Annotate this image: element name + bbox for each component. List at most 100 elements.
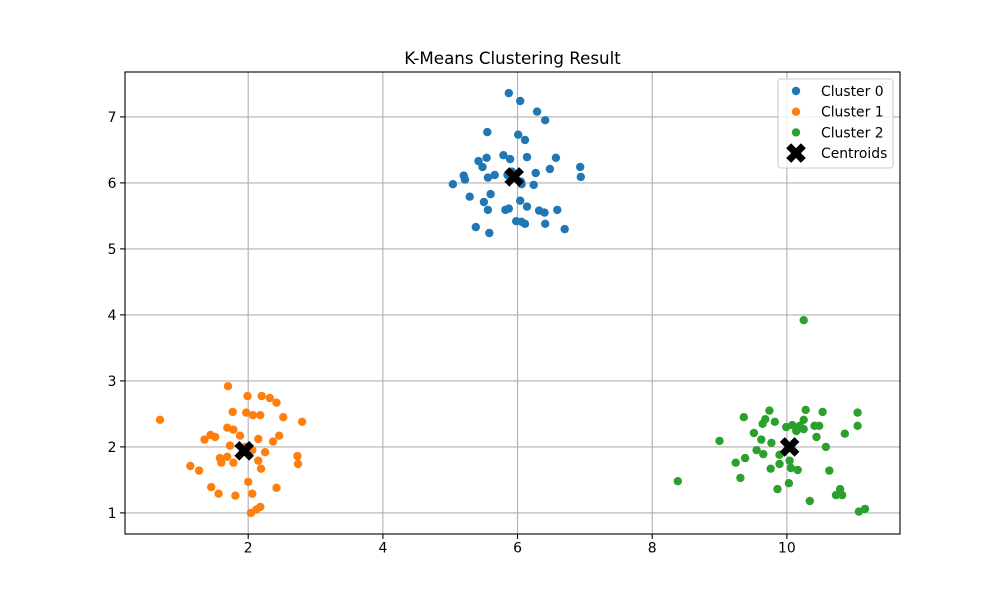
point-cluster-0 bbox=[499, 151, 508, 160]
point-cluster-2 bbox=[715, 436, 724, 446]
point-cluster-2 bbox=[799, 316, 808, 325]
legend-label: Cluster 0 bbox=[821, 84, 884, 100]
legend-box bbox=[777, 78, 894, 169]
point-cluster-0 bbox=[553, 205, 562, 215]
point-cluster-1 bbox=[268, 437, 278, 446]
point-cluster-2 bbox=[853, 408, 862, 417]
point-cluster-2 bbox=[766, 464, 775, 473]
point-cluster-2 bbox=[840, 429, 849, 438]
point-cluster-1 bbox=[254, 456, 263, 465]
point-cluster-2 bbox=[773, 484, 782, 494]
point-cluster-0 bbox=[471, 222, 480, 232]
point-cluster-0 bbox=[551, 153, 561, 162]
point-cluster-2 bbox=[788, 420, 797, 430]
data-points bbox=[155, 88, 870, 518]
point-cluster-0 bbox=[514, 130, 523, 139]
point-cluster-1 bbox=[194, 466, 204, 475]
point-cluster-2 bbox=[801, 405, 810, 415]
point-cluster-0 bbox=[576, 172, 585, 182]
y-tick-label: 1 bbox=[108, 506, 117, 522]
point-cluster-0 bbox=[522, 202, 532, 211]
point-cluster-0 bbox=[520, 135, 530, 145]
centroid-marker bbox=[234, 441, 254, 461]
y-tick-label: 2 bbox=[108, 440, 117, 456]
point-cluster-2 bbox=[785, 456, 794, 465]
point-cluster-2 bbox=[786, 463, 796, 473]
legend: Cluster 0 Cluster 1 Cluster 2 Centroids bbox=[777, 78, 894, 169]
point-cluster-0 bbox=[478, 162, 487, 172]
point-cluster-2 bbox=[793, 465, 802, 475]
point-cluster-1 bbox=[242, 408, 251, 417]
centroid-marker bbox=[779, 437, 800, 457]
point-cluster-0 bbox=[541, 116, 550, 125]
point-cluster-0 bbox=[516, 96, 525, 106]
point-cluster-1 bbox=[279, 413, 288, 422]
legend-item-cluster-1: Cluster 1 bbox=[791, 105, 884, 121]
x-tick-label: 10 bbox=[778, 541, 796, 557]
point-cluster-1 bbox=[207, 482, 216, 492]
point-cluster-1 bbox=[248, 411, 258, 420]
point-cluster-1 bbox=[243, 391, 252, 401]
point-cluster-2 bbox=[731, 458, 740, 467]
point-cluster-0 bbox=[479, 197, 489, 207]
point-cluster-2 bbox=[792, 426, 801, 436]
chart-title: K-Means Clustering Result bbox=[404, 48, 621, 68]
point-cluster-1 bbox=[260, 448, 270, 457]
point-cluster-0 bbox=[522, 152, 532, 162]
x-tick-label: 8 bbox=[648, 541, 657, 557]
point-cluster-0 bbox=[501, 205, 510, 215]
point-cluster-2 bbox=[736, 473, 745, 483]
point-cluster-2 bbox=[765, 406, 774, 415]
point-cluster-1 bbox=[256, 464, 266, 473]
point-cluster-2 bbox=[837, 490, 847, 500]
point-cluster-2 bbox=[749, 428, 759, 438]
point-cluster-2 bbox=[757, 435, 766, 444]
point-cluster-1 bbox=[200, 435, 209, 444]
point-cluster-1 bbox=[272, 398, 281, 407]
legend-marker bbox=[786, 143, 806, 163]
point-cluster-0 bbox=[482, 153, 491, 162]
point-cluster-2 bbox=[854, 507, 864, 516]
point-cluster-1 bbox=[293, 451, 302, 461]
point-cluster-1 bbox=[246, 508, 256, 518]
y-tick-label: 7 bbox=[108, 110, 117, 126]
point-cluster-0 bbox=[460, 175, 470, 184]
point-cluster-1 bbox=[244, 477, 253, 487]
point-cluster-1 bbox=[186, 461, 195, 471]
point-cluster-0 bbox=[486, 189, 495, 199]
point-cluster-0 bbox=[545, 164, 555, 174]
point-cluster-2 bbox=[812, 432, 821, 442]
point-cluster-0 bbox=[531, 168, 540, 178]
point-cluster-2 bbox=[770, 417, 779, 426]
plot-area bbox=[125, 72, 900, 534]
point-cluster-2 bbox=[815, 421, 824, 430]
point-cluster-0 bbox=[532, 107, 542, 116]
point-cluster-2 bbox=[759, 449, 768, 459]
point-cluster-1 bbox=[228, 407, 237, 417]
point-cluster-1 bbox=[231, 491, 240, 500]
point-cluster-1 bbox=[256, 411, 265, 420]
point-cluster-0 bbox=[485, 228, 494, 238]
point-cluster-2 bbox=[784, 479, 794, 488]
axes-frame bbox=[124, 71, 901, 535]
point-cluster-0 bbox=[560, 224, 569, 234]
legend-marker bbox=[791, 128, 801, 137]
point-cluster-2 bbox=[758, 419, 767, 428]
point-cluster-2 bbox=[767, 438, 776, 448]
x-tick-label: 2 bbox=[244, 541, 253, 557]
y-tick-label: 3 bbox=[108, 374, 117, 390]
y-tick-label: 6 bbox=[108, 176, 117, 192]
legend-marker bbox=[791, 107, 801, 116]
legend-label: Cluster 1 bbox=[821, 105, 884, 121]
point-cluster-2 bbox=[831, 490, 841, 500]
point-cluster-0 bbox=[483, 127, 492, 137]
point-cluster-0 bbox=[541, 219, 550, 228]
x-tick-label: 6 bbox=[513, 541, 522, 557]
point-cluster-1 bbox=[257, 391, 266, 401]
point-cluster-1 bbox=[248, 489, 257, 498]
point-cluster-1 bbox=[223, 382, 233, 391]
legend-label: Cluster 2 bbox=[821, 125, 884, 141]
point-cluster-1 bbox=[265, 393, 274, 403]
point-cluster-0 bbox=[448, 180, 458, 189]
